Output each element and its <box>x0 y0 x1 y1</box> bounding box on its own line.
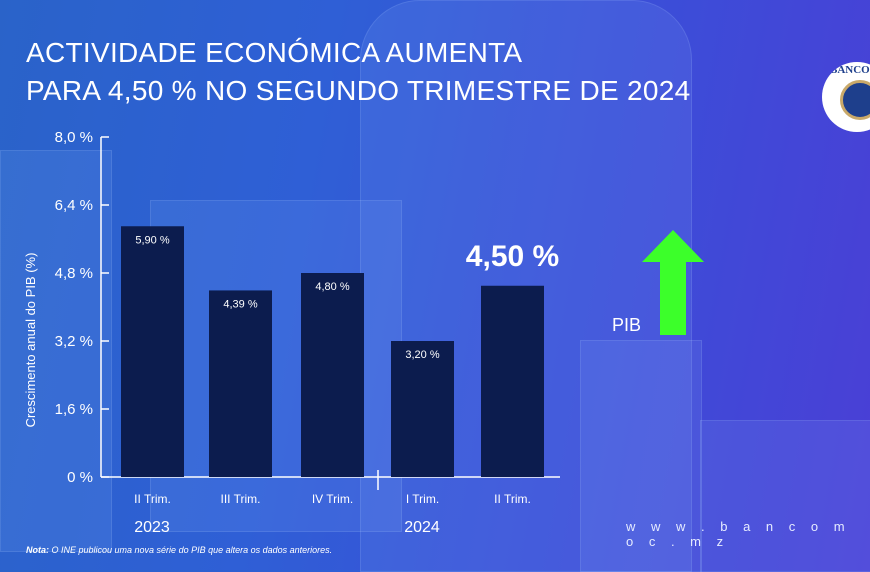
pib-label: PIB <box>612 315 641 335</box>
bar <box>481 285 544 477</box>
website-url[interactable]: w w w . b a n c o m o c . m z <box>626 519 851 549</box>
y-tick-label: 8,0 % <box>55 129 93 146</box>
year-label: 2023 <box>134 519 170 536</box>
background-building <box>700 420 870 572</box>
bar <box>391 341 454 477</box>
title-line-2: PARA 4,50 % NO SEGUNDO TRIMESTRE DE 2024 <box>26 75 691 106</box>
y-tick-label: 4,8 % <box>55 265 93 282</box>
page-title: ACTIVIDADE ECONÓMICA AUMENTA PARA 4,50 %… <box>26 34 691 110</box>
x-tick-label: I Trim. <box>406 492 439 506</box>
note-label: Nota: <box>26 545 49 555</box>
y-axis-label: Crescimento anual do PIB (%) <box>23 253 38 428</box>
background-building <box>580 340 702 572</box>
background-building <box>0 150 112 552</box>
y-tick-label: 6,4 % <box>55 197 93 214</box>
bar <box>121 226 184 477</box>
x-tick-label: III Trim. <box>221 492 261 506</box>
y-tick-label: 1,6 % <box>55 401 93 418</box>
x-tick-label: II Trim. <box>494 492 531 506</box>
data-label: 4,50 % <box>466 240 559 273</box>
y-tick-label: 0 % <box>67 469 93 486</box>
title-line-1: ACTIVIDADE ECONÓMICA AUMENTA <box>26 37 523 68</box>
data-label: 3,20 % <box>405 349 439 361</box>
bar <box>301 273 364 477</box>
bar <box>209 290 272 477</box>
arrow-up-icon <box>642 230 704 335</box>
data-label: 4,39 % <box>223 298 257 310</box>
note-text: O INE publicou uma nova série do PIB que… <box>49 545 333 555</box>
data-label: 4,80 % <box>315 281 349 293</box>
y-tick-label: 3,2 % <box>55 333 93 350</box>
year-label: 2024 <box>404 519 440 536</box>
banco-de-mocambique-logo: BANCO <box>822 62 870 132</box>
data-label: 5,90 % <box>135 234 169 246</box>
footnote: Nota: O INE publicou uma nova série do P… <box>26 545 332 555</box>
x-tick-label: IV Trim. <box>312 492 353 506</box>
x-tick-label: II Trim. <box>134 492 171 506</box>
